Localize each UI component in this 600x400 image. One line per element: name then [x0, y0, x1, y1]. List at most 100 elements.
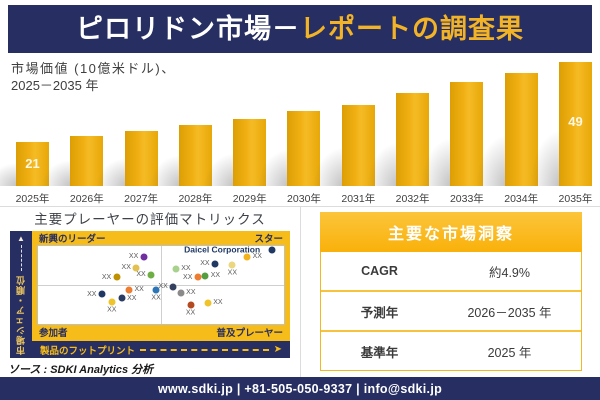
bar-2033年	[450, 82, 484, 186]
bar-shadow	[0, 161, 20, 186]
matrix-point-highlight: Daicel Corporation	[184, 246, 276, 254]
chart-subtitle-line1: 市場価値 (10億米ドル)、	[11, 61, 176, 76]
matrix-point: XX	[107, 298, 116, 314]
insights-row: CAGR 約4.9%	[321, 252, 581, 290]
bar-category-label: 2025年	[15, 193, 50, 205]
bar-column: 21 2025年	[0, 62, 49, 205]
bar-2034年	[504, 73, 538, 186]
matrix-point: XX	[177, 289, 196, 297]
bar-shadow	[528, 127, 563, 186]
bar-column: 2028年	[148, 62, 212, 205]
matrix-point-label: XX	[87, 290, 97, 298]
matrix-point-label: XX	[101, 273, 112, 281]
matrix-point-label: XX	[134, 286, 144, 294]
bar-column: 2030年	[257, 62, 321, 205]
report-title-banner: ピロリドン市場－ レポートの調査果	[8, 5, 592, 53]
bar-shadow	[420, 136, 455, 186]
bar-category-label: 2034年	[504, 193, 539, 205]
bar-value-label: 49	[568, 114, 583, 129]
insights-row-value: 2026－2035 年	[467, 305, 552, 320]
matrix-point-label: Daicel Corporation	[184, 244, 261, 255]
matrix-point-label: XX	[186, 289, 196, 297]
bar-2035年: 49	[558, 62, 592, 186]
matrix-point: XX	[183, 273, 202, 281]
bar-column: 2034年	[474, 62, 538, 205]
matrix-point: XX	[151, 286, 161, 301]
matrix-point: XX	[87, 290, 106, 298]
matrix-point-label: XX	[107, 306, 117, 314]
bar-shadow	[257, 148, 292, 186]
bar-column: 2027年	[94, 62, 158, 205]
bar-shadow	[311, 145, 346, 186]
bar-2031年	[341, 104, 375, 186]
bar-2025年: 21	[16, 142, 49, 186]
report-title-main: ピロリドン市場－	[76, 13, 300, 44]
horizontal-divider	[0, 206, 600, 207]
matrix-point: XX	[186, 301, 195, 316]
matrix-top-band: 新興のリーダー スター	[32, 231, 290, 245]
report-title-accent: レポートの調査果	[300, 13, 524, 44]
matrix-point: XX	[122, 264, 140, 272]
bar-column: 2029年	[203, 62, 267, 205]
matrix-point-label: XX	[185, 309, 196, 316]
x-axis-arrow-icon: ➤	[273, 343, 282, 355]
evaluation-matrix: ▲ 市場シェア・順位 新興のリーダー スター XX XX XX XX XX XX XX XX D…	[10, 231, 290, 358]
y-axis-dashed-line	[20, 245, 22, 271]
insights-row-label: CAGR	[361, 264, 398, 278]
matrix-point-label: XX	[181, 265, 191, 273]
matrix-point: XX	[228, 261, 237, 276]
matrix-y-axis: ▲ 市場シェア・順位	[10, 231, 32, 358]
insights-rows: CAGR 約4.9% 予測年 2026－2035 年基準年 2025 年	[320, 252, 582, 371]
matrix-point-label: XX	[227, 269, 237, 277]
bar-shadow	[94, 156, 129, 186]
matrix-point: XX	[118, 294, 136, 302]
bar-2029年	[233, 119, 267, 186]
quadrant-label-pervasive-players: 普及プレーヤー	[216, 328, 283, 339]
matrix-point: XX	[102, 273, 121, 281]
bar-category-label: 2035年	[558, 193, 593, 205]
matrix-point-label: XX	[252, 253, 262, 261]
matrix-point: XX	[201, 272, 220, 280]
matrix-plot-area: XX XX XX XX XX XX XX XX Daicel Corporation XX XX XX…	[37, 245, 285, 325]
matrix-point: XX	[204, 299, 223, 307]
matrix-point: XX	[172, 265, 191, 273]
chart-subtitle-line2: 2025－2035 年	[11, 77, 99, 93]
bar-column: 2026年	[40, 62, 104, 205]
bar-category-label: 2026年	[69, 193, 104, 205]
matrix-point-label: XX	[183, 273, 193, 281]
matrix-bottom-band: 参加者 普及プレーヤー	[32, 325, 290, 339]
matrix-point: XX	[243, 253, 262, 261]
quadrant-label-emerging-leaders: 新興のリーダー	[39, 234, 106, 245]
footer-contact-text: www.sdki.jp | +81-505-050-9337 | info@sd…	[157, 381, 443, 396]
y-axis-arrow-icon: ▲	[17, 234, 25, 243]
matrix-point-label: XX	[136, 271, 146, 279]
insights-row-value: 約4.9%	[489, 265, 530, 280]
bar-column: 2032年	[366, 62, 430, 205]
chart-subtitle: 市場価値 (10億米ドル)、 2025－2035 年	[11, 61, 176, 95]
insights-table: 主要な市場洞察 CAGR 約4.9% 予測年 2026－2035 年基準年 2025 年	[320, 212, 582, 371]
bar-shadow	[366, 141, 401, 186]
insights-row-value: 2025 年	[487, 345, 532, 360]
matrix-point-label: XX	[121, 264, 131, 272]
matrix-point-label: XX	[158, 283, 168, 291]
quadrant-divider-horizontal	[38, 285, 284, 286]
bar-category-label: 2029年	[232, 193, 267, 205]
bar-category-label: 2028年	[178, 193, 213, 205]
matrix-point: XX	[136, 271, 155, 279]
matrix-main: 新興のリーダー スター XX XX XX XX XX XX XX XX Daicel Corpo…	[32, 231, 290, 341]
x-axis-label: 製品のフットプリント	[40, 345, 136, 357]
bar-2027年	[124, 130, 158, 186]
bar-category-label: 2032年	[395, 193, 430, 205]
bar-column: 2033年	[420, 62, 484, 205]
bar-2030年	[287, 110, 321, 186]
bar-chart: 21 2025年 2026年 2027年 2028年 2029年 2030年 2031年 203…	[0, 62, 592, 205]
bar-shadow	[148, 154, 183, 186]
insights-row-label: 基準年	[360, 345, 399, 360]
bar-2026年	[70, 136, 104, 186]
bar-column: 2031年	[311, 62, 375, 205]
matrix-point-label: XX	[210, 272, 221, 280]
footer-bar: www.sdki.jp | +81-505-050-9337 | info@sd…	[0, 377, 600, 400]
source-note: ソース : SDKI Analytics 分析	[8, 364, 154, 376]
bar-shadow	[474, 132, 509, 186]
